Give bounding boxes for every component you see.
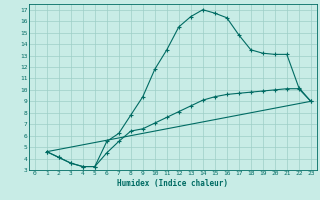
X-axis label: Humidex (Indice chaleur): Humidex (Indice chaleur) <box>117 179 228 188</box>
